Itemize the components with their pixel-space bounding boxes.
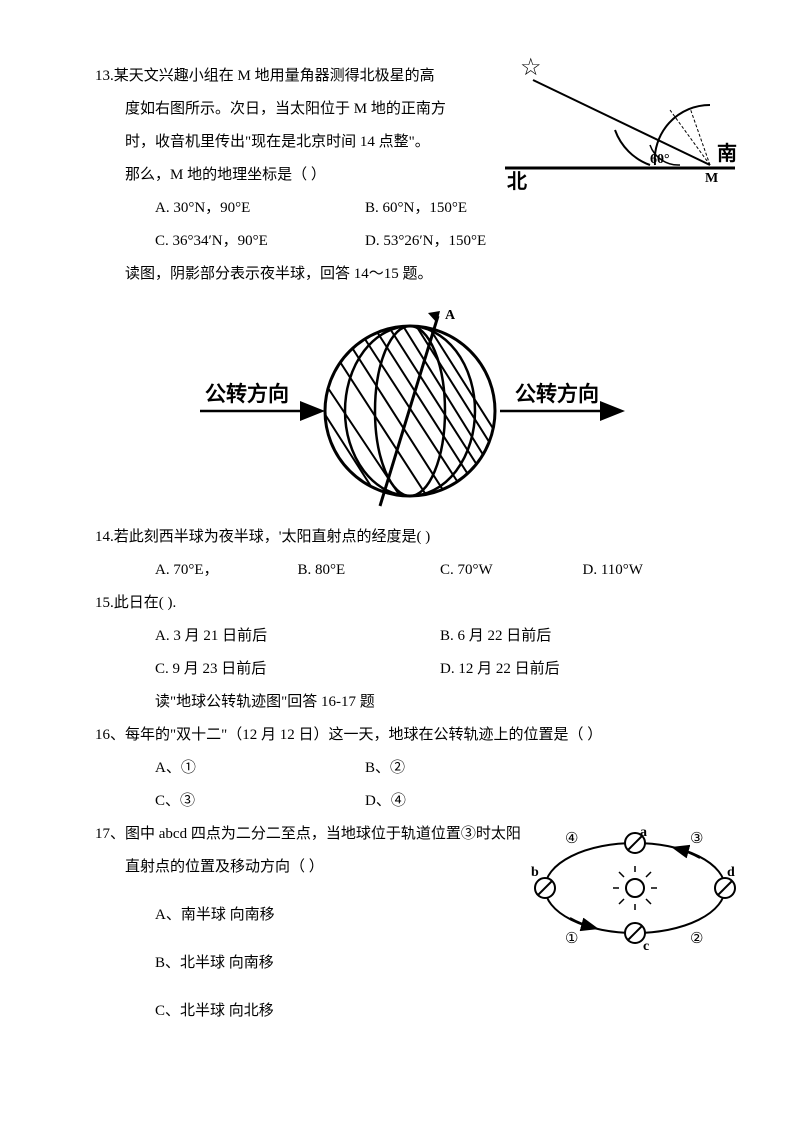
q13-figure: ☆ 60° 北 南 M [495,50,745,200]
globe-top-label: A [445,308,456,323]
question-16: 16、每年的"双十二"（12 月 12 日）这一天，地球在公转轨迹上的位置是（ … [95,719,725,818]
q16-text: 每年的"双十二"（12 月 12 日）这一天，地球在公转轨迹上的位置是（ ） [125,727,602,743]
orbit-label-2: ② [690,931,703,947]
q13-lead: 读图，阴影部分表示夜半球，回答 14～15 题。 [95,258,725,291]
q15-text: 此日在( ). [114,595,177,611]
q13-opt-a[interactable]: A. 30°N，90°E [155,192,365,225]
q17-number: 17、 [95,826,125,842]
q14-number: 14. [95,529,114,545]
q14-opt-a[interactable]: A. 70°E， [155,554,298,587]
globe-left-label: 公转方向 [205,382,289,406]
q15-options-row1: A. 3 月 21 日前后 B. 6 月 22 日前后 [95,620,725,653]
globe-svg: A 公转方向 公转方向 [170,301,650,521]
orbit-figure: a b c d ① ② ③ ④ [525,818,745,958]
q15-lead: 读"地球公转轨迹图"回答 16-17 题 [95,686,725,719]
q13-options-row2: C. 36°34′N，90°E D. 53°26′N，150°E [95,225,725,258]
q16-options-row2: C、③ D、④ [95,785,725,818]
orbit-label-1: ① [565,931,578,947]
orbit-label-a: a [640,825,647,840]
angle-diagram: ☆ 60° 北 南 M [495,50,745,200]
orbit-label-b: b [531,865,539,880]
angle-label: 60° [650,152,670,167]
q15-opt-d[interactable]: D. 12 月 22 日前后 [440,653,725,686]
north-label: 北 [507,170,527,193]
q15-options-row2: C. 9 月 23 日前后 D. 12 月 22 日前后 [95,653,725,686]
q17-opt-c[interactable]: C、北半球 向北移 [95,995,725,1028]
orbit-label-c: c [643,939,649,954]
south-label: 南 [717,142,737,165]
q16-number: 16、 [95,727,125,743]
q17-text-l1: 图中 abcd 四点为二分二至点，当地球位于轨道位置③时太阳 [125,826,521,842]
q14-opt-d[interactable]: D. 110°W [583,554,726,587]
globe-figure: A 公转方向 公转方向 [95,301,725,521]
m-label: M [705,171,718,186]
q15-opt-c[interactable]: C. 9 月 23 日前后 [155,653,440,686]
q14-opt-c[interactable]: C. 70°W [440,554,583,587]
question-17: 17、图中 abcd 四点为二分二至点，当地球位于轨道位置③时太阳 直射点的位置… [95,818,725,1028]
q16-options-row1: A、① B、② [95,752,725,785]
q16-stem: 16、每年的"双十二"（12 月 12 日）这一天，地球在公转轨迹上的位置是（ … [95,719,725,752]
question-14: 14.若此刻西半球为夜半球，'太阳直射点的经度是( ) A. 70°E， B. … [95,521,725,587]
q16-opt-d[interactable]: D、④ [365,785,725,818]
q15-opt-a[interactable]: A. 3 月 21 日前后 [155,620,440,653]
globe-right-label: 公转方向 [515,382,599,406]
q14-text: 若此刻西半球为夜半球，'太阳直射点的经度是( ) [114,529,430,545]
star-icon: ☆ [520,55,542,81]
q15-opt-b[interactable]: B. 6 月 22 日前后 [440,620,725,653]
question-15: 15.此日在( ). A. 3 月 21 日前后 B. 6 月 22 日前后 C… [95,587,725,719]
q14-opt-b[interactable]: B. 80°E [298,554,441,587]
q13-text-l1: 某天文兴趣小组在 M 地用量角器测得北极星的高 [114,68,435,84]
q15-number: 15. [95,595,114,611]
orbit-svg: a b c d ① ② ③ ④ [525,818,745,958]
q13-opt-d[interactable]: D. 53°26′N，150°E [365,225,725,258]
q14-options: A. 70°E， B. 80°E C. 70°W D. 110°W [95,554,725,587]
orbit-label-3: ③ [690,831,703,847]
q16-opt-c[interactable]: C、③ [155,785,365,818]
q16-opt-b[interactable]: B、② [365,752,725,785]
question-13: 13.某天文兴趣小组在 M 地用量角器测得北极星的高 度如右图所示。次日，当太阳… [95,60,725,291]
q14-stem: 14.若此刻西半球为夜半球，'太阳直射点的经度是( ) [95,521,725,554]
q15-stem: 15.此日在( ). [95,587,725,620]
orbit-label-4: ④ [565,831,578,847]
q13-opt-c[interactable]: C. 36°34′N，90°E [155,225,365,258]
orbit-label-d: d [727,865,735,880]
q13-number: 13. [95,68,114,84]
q16-opt-a[interactable]: A、① [155,752,365,785]
